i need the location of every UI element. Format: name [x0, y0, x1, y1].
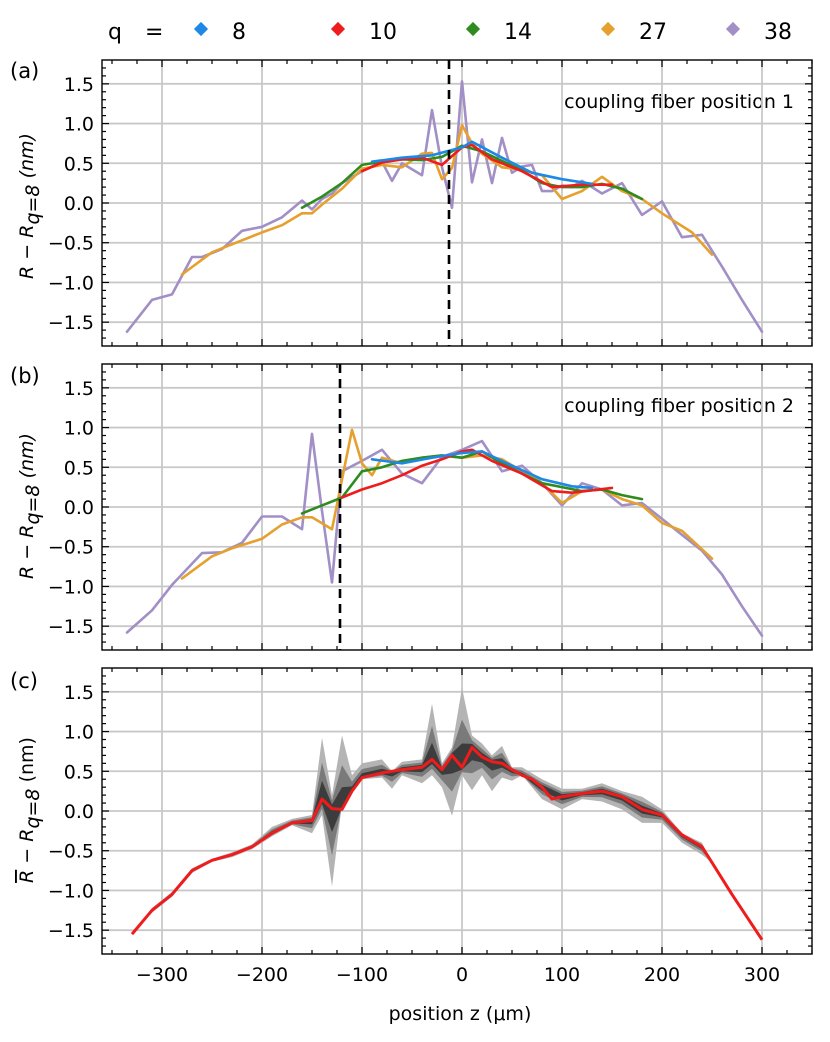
- panel-b-annotation: coupling fiber position 2: [564, 395, 794, 417]
- series-line-q14: [300, 144, 644, 210]
- series-line-q8: [370, 140, 594, 186]
- x-tick-label: 200: [644, 964, 680, 986]
- annotation-background: [556, 389, 802, 423]
- y-tick-label: 1.5: [64, 378, 94, 400]
- y-tick-label: −0.5: [48, 537, 94, 559]
- legend-entry-8: 8: [232, 20, 246, 45]
- y-tick-label: −1.0: [48, 272, 94, 294]
- series-line-q27: [180, 123, 714, 276]
- panel-0-plot-area: [125, 60, 764, 346]
- y-tick-label: 1.5: [64, 682, 94, 704]
- panel-label-c: (c): [10, 669, 38, 693]
- panel-a-ylabel-text: R − Rq=8 (nm): [16, 133, 44, 279]
- series-line-q10: [360, 143, 614, 189]
- legend-equals: =: [145, 20, 163, 45]
- panel-c-ylabel-text: R − Rq=8 (nm): [16, 737, 44, 883]
- y-tick-label: 0.5: [64, 153, 94, 175]
- legend-marker-14: [465, 21, 481, 37]
- legend-entry-14: 14: [504, 20, 532, 45]
- y-tick-label: 1.0: [64, 418, 94, 440]
- annotation-background: [556, 85, 802, 119]
- legend-marker-27: [600, 21, 616, 37]
- panel-b: (b) coupling fiber position 2 R − Rq=8 (…: [10, 363, 813, 651]
- panel-0-ticks: [102, 60, 813, 346]
- panel-label-a: (a): [10, 59, 39, 83]
- panel-2-grid: [102, 668, 812, 954]
- panel-1-grid: [102, 364, 812, 650]
- y-tick-label: −1.0: [48, 880, 94, 902]
- panel-2-ticks: [102, 668, 813, 954]
- y-tick-label: 0.5: [64, 457, 94, 479]
- series-line-q38: [125, 432, 764, 637]
- y-tick-label: 1.5: [64, 74, 94, 96]
- legend: q = 8 10 14 27 38: [108, 20, 792, 45]
- y-tick-label: 1.0: [64, 114, 94, 136]
- y-tick-label: 1.0: [64, 722, 94, 744]
- panel-a-ylabel: R − Rq=8 (nm): [16, 133, 44, 279]
- panel-2-plot-area: [130, 687, 764, 941]
- x-tick-label: −300: [136, 964, 188, 986]
- x-tick-label: 0: [456, 964, 468, 986]
- series-line-q14: [300, 450, 644, 515]
- legend-entry-10: 10: [369, 20, 397, 45]
- panel-b-ylabel: R − Rq=8 (nm): [16, 433, 44, 579]
- x-axis-label: position z (μm): [389, 1003, 532, 1025]
- panel-0-grid: [102, 60, 812, 346]
- panel-label-b: (b): [10, 364, 40, 388]
- y-tick-label: 0.0: [64, 193, 94, 215]
- spread-band-1: [132, 719, 762, 940]
- y-tick-label: 0.0: [64, 497, 94, 519]
- y-tick-label: 0.0: [64, 801, 94, 823]
- panel-b-ylabel-text: R − Rq=8 (nm): [16, 433, 44, 579]
- spread-band-2: [132, 742, 762, 940]
- spread-band-0: [132, 687, 762, 940]
- legend-label-q: q: [108, 20, 122, 45]
- legend-entry-27: 27: [639, 20, 667, 45]
- legend-marker-10: [330, 21, 346, 37]
- y-tick-label: −1.5: [48, 920, 94, 942]
- panel-c-ylabel: R − Rq=8 (nm): [16, 737, 44, 883]
- legend-marker-38: [725, 21, 741, 37]
- y-tick-label: −0.5: [48, 841, 94, 863]
- series-line-q10: [340, 448, 614, 499]
- series-line-q8: [370, 450, 594, 490]
- panel-a: (a) coupling fiber position 1 R − Rq=8 (…: [10, 59, 813, 347]
- x-tick-label: −200: [236, 964, 288, 986]
- x-tick-label: −100: [336, 964, 388, 986]
- y-tick-label: −1.5: [48, 616, 94, 638]
- panel-1-ticks: [102, 364, 813, 650]
- x-tick-label: 100: [544, 964, 580, 986]
- mean-line: [130, 745, 764, 941]
- legend-entry-38: 38: [764, 20, 792, 45]
- legend-marker-8: [193, 21, 209, 37]
- panel-c: (c) R − Rq=8 (nm) 1.5 1.0 0.5 0.0 −0.5 −1.0 −1…: [10, 667, 813, 986]
- y-tick-label: −1.5: [48, 312, 94, 334]
- y-tick-label: 0.5: [64, 761, 94, 783]
- panel-a-annotation: coupling fiber position 1: [564, 91, 794, 113]
- x-tick-label: 300: [744, 964, 780, 986]
- y-tick-label: −1.0: [48, 576, 94, 598]
- panel-1-plot-area: [125, 364, 764, 650]
- y-tick-label: −0.5: [48, 233, 94, 255]
